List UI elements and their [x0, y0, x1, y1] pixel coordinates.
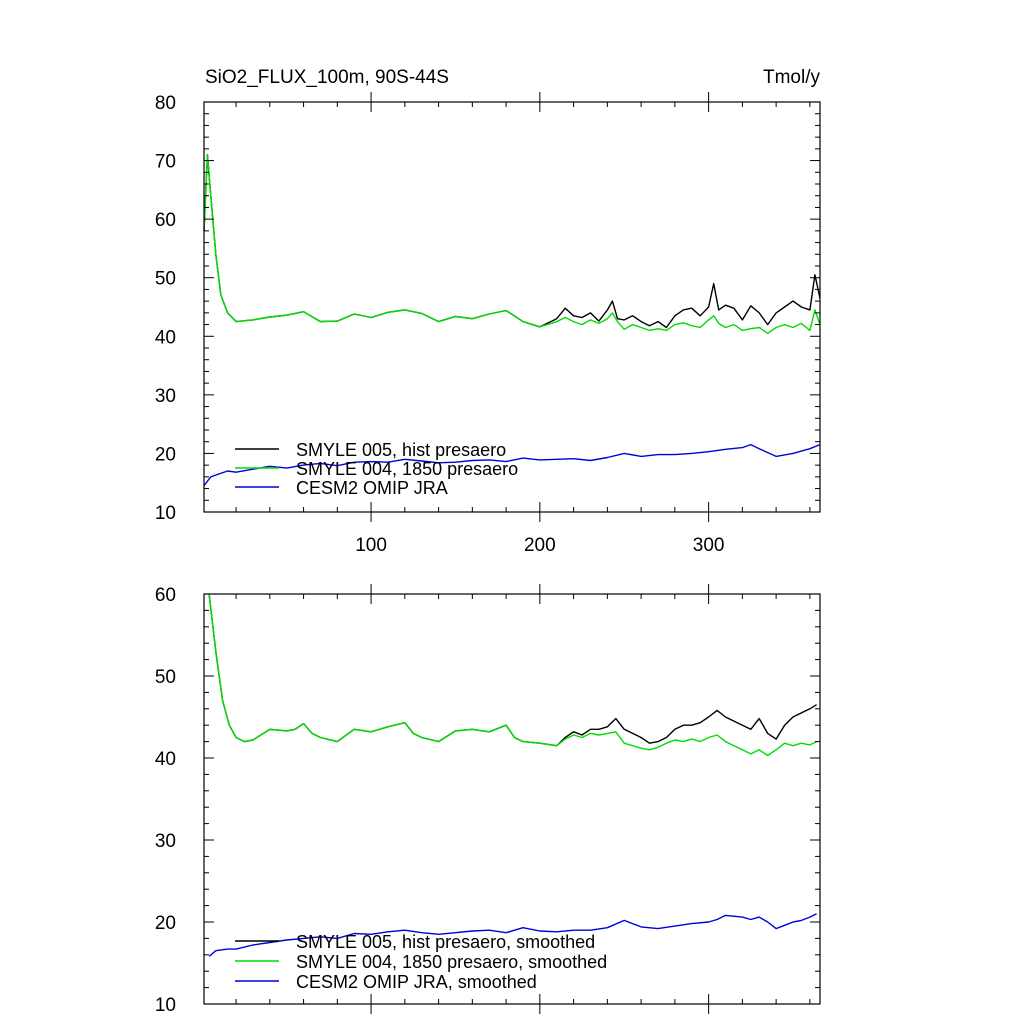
- bottom-series-line-2: [208, 913, 817, 957]
- top-y-tick-label: 30: [155, 386, 176, 407]
- top-legend-label-0: SMYLE 005, hist presaero: [296, 440, 506, 460]
- top-y-tick-label: 10: [155, 503, 176, 524]
- bottom-legend-label-0: SMYLE 005, hist presaero, smoothed: [296, 932, 595, 952]
- chart-title: SiO2_FLUX_100m, 90S-44S: [205, 67, 449, 88]
- top-legend-label-1: SMYLE 004, 1850 presaero: [296, 459, 518, 479]
- bottom-series-line-1: [208, 593, 817, 757]
- bottom-series-line-0: [208, 593, 817, 747]
- bottom-legend-label-1: SMYLE 004, 1850 presaero, smoothed: [296, 952, 607, 972]
- top-x-tick-label: 200: [524, 535, 556, 556]
- top-y-tick-label: 50: [155, 269, 176, 290]
- bottom-y-tick-label: 40: [155, 749, 176, 770]
- top-plot-frame: [203, 101, 821, 513]
- top-panel: 10 20 30 40 50 60 70 80 100 200 300 SMYLE 005, hist…: [155, 92, 821, 556]
- units-label: Tmol/y: [763, 67, 821, 88]
- top-y-tick-label: 60: [155, 210, 176, 231]
- top-legend-label-2: CESM2 OMIP JRA: [296, 478, 448, 498]
- bottom-y-tick-label: 10: [155, 995, 176, 1016]
- bottom-legend-label-2: CESM2 OMIP JRA, smoothed: [296, 972, 537, 992]
- top-x-tick-label: 100: [355, 535, 387, 556]
- top-y-tick-label: 40: [155, 327, 176, 348]
- bottom-y-tick-label: 30: [155, 831, 176, 852]
- top-series-line-0: [203, 153, 821, 329]
- bottom-plot-frame: [203, 593, 821, 1005]
- bottom-y-tick-label: 50: [155, 667, 176, 688]
- top-y-tick-label: 70: [155, 152, 176, 173]
- top-series-line-2: [203, 443, 821, 487]
- bottom-panel: 10 20 30 40 50 60 SMYLE 005, hist presaero, sm…: [155, 584, 821, 1016]
- top-series-line-1: [203, 153, 821, 335]
- top-y-tick-label: 80: [155, 93, 176, 114]
- top-y-tick-label: 20: [155, 444, 176, 465]
- bottom-y-tick-label: 20: [155, 913, 176, 934]
- bottom-y-tick-label: 60: [155, 585, 176, 606]
- top-x-tick-label: 300: [693, 535, 725, 556]
